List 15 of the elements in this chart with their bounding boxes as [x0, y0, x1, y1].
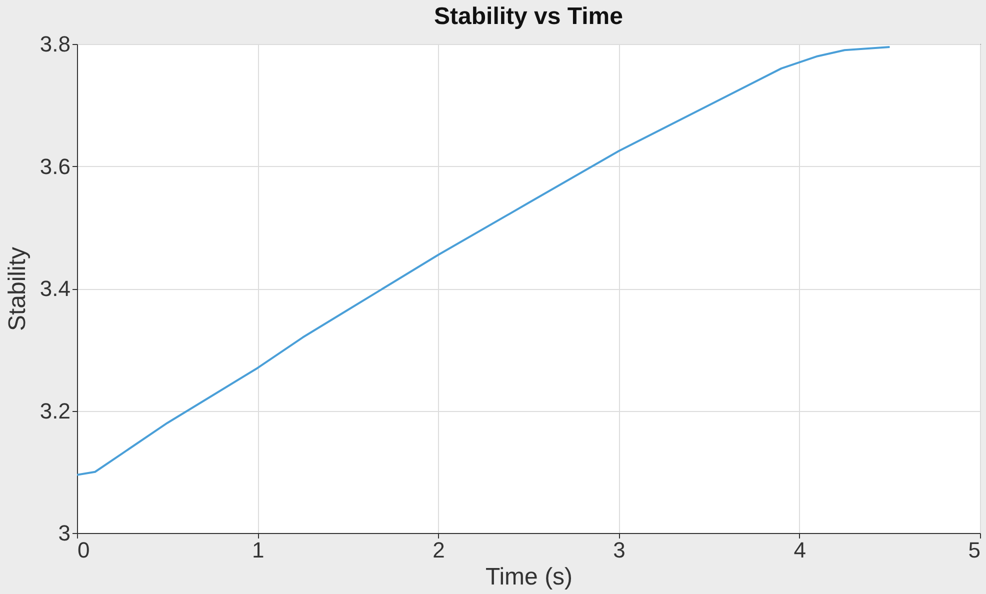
y-tick-label: 3: [58, 520, 70, 546]
x-axis-title: Time (s): [485, 564, 573, 590]
line-series: [77, 46, 891, 476]
x-tick-label: 1: [252, 538, 264, 562]
y-axis-title: Stability: [4, 246, 31, 332]
x-tick-label: 0: [78, 538, 90, 562]
y-tick-label: 3.6: [40, 154, 70, 179]
y-tick-label: 3.8: [40, 32, 70, 56]
x-tick-label: 2: [432, 538, 445, 562]
chart-title: Stability vs Time: [434, 3, 623, 30]
y-tick-label: 3.2: [40, 398, 70, 424]
x-tick-label: 4: [794, 538, 806, 562]
x-tick-label: 3: [613, 538, 626, 562]
y-tick-label: 3.4: [40, 276, 70, 301]
x-tick-label: 5: [968, 538, 980, 562]
